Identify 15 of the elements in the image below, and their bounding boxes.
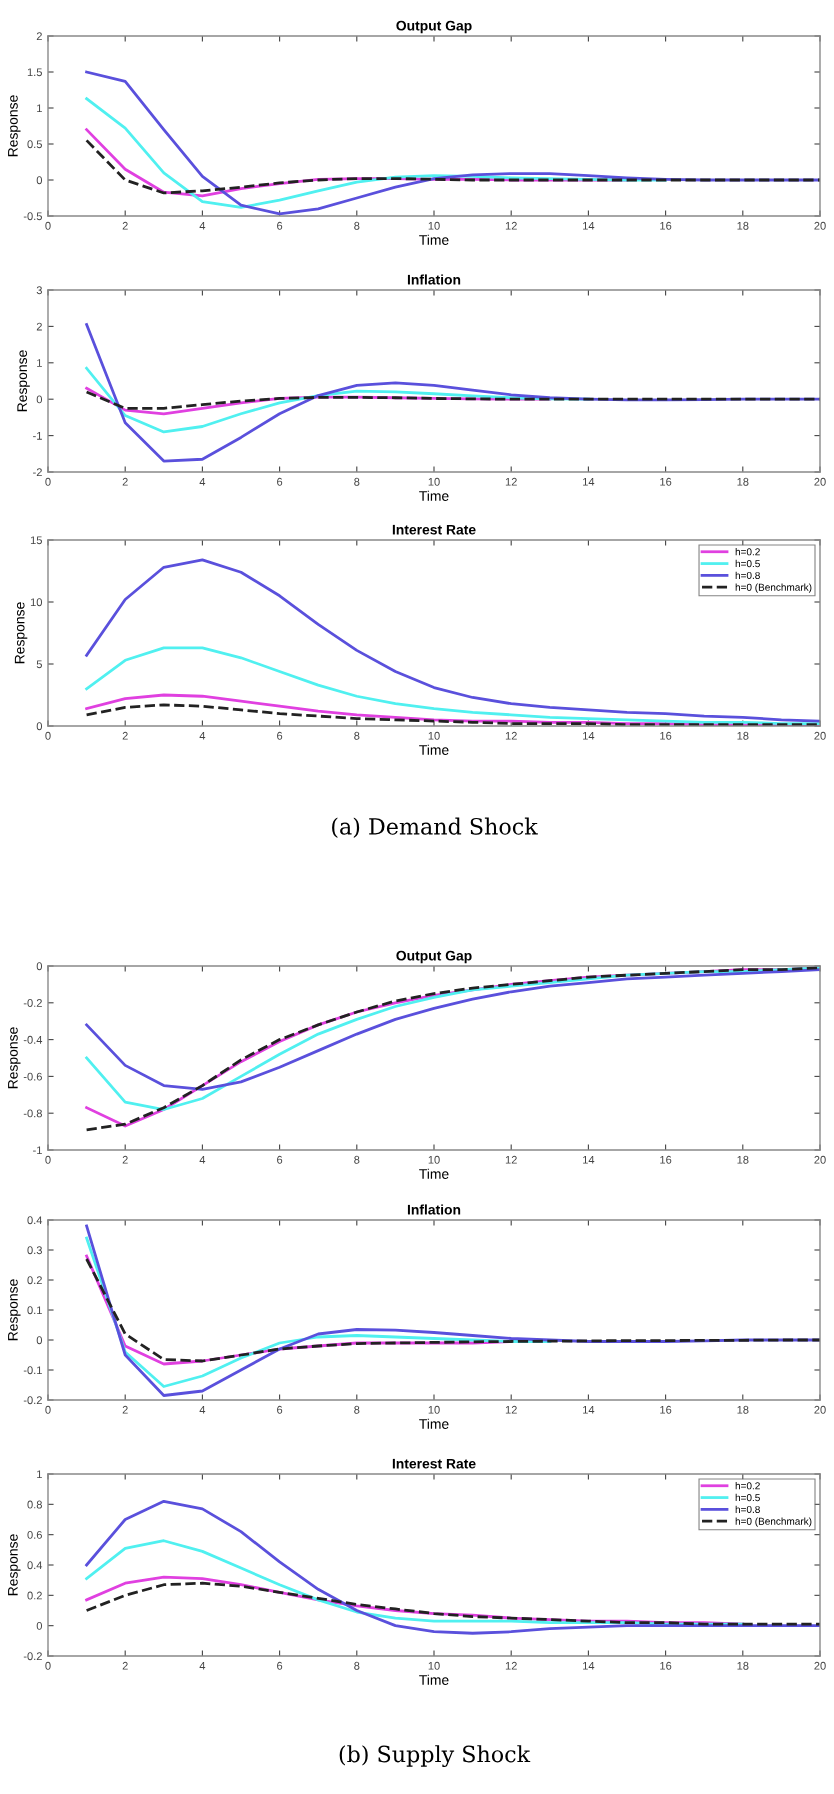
text: (a) Demand Shock [332,817,538,838]
line-series [85,1499,820,1635]
line-series [85,558,820,723]
line-series [85,70,820,216]
line-series [85,703,820,726]
line-series [85,968,820,1091]
line-series [85,1257,820,1363]
line-series [85,139,820,195]
line-series [85,1236,552,1388]
line-series [85,1581,820,1626]
line-series [85,323,820,463]
line-series [85,646,820,725]
text: (b) Supply Shock [339,1745,531,1768]
line-series [85,390,820,410]
line-series [85,1539,745,1626]
